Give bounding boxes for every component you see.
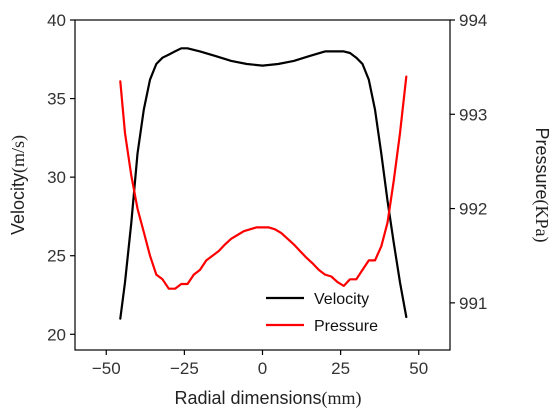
right-tick-label-1: 992	[459, 200, 487, 219]
series-line-pressure	[119, 75, 408, 290]
axis-ticks: −50 −25 0 25 50 20 25 30 35 40 991 992 993 994	[47, 11, 487, 378]
x-tick-label-1: −25	[170, 359, 199, 378]
right-axis-unit: (KPa)	[531, 200, 550, 243]
x-tick-label-4: 50	[409, 359, 428, 378]
x-axis-unit: (mm)	[322, 388, 362, 409]
right-axis-label: Pressure	[532, 127, 550, 199]
x-axis-title: Radial dimensions(mm)	[174, 388, 361, 409]
x-tick-label-2: 0	[258, 359, 267, 378]
legend: Velocity Pressure	[266, 291, 378, 335]
x-axis-label: Radial dimensions	[174, 388, 321, 408]
left-tick-label-4: 40	[47, 11, 66, 30]
right-tick-label-2: 993	[459, 105, 487, 124]
left-tick-label-0: 20	[47, 325, 66, 344]
left-axis-unit: (m/s)	[8, 135, 29, 173]
plot-series	[119, 47, 408, 320]
x-tick-label-0: −50	[92, 359, 121, 378]
left-axis-title: Velocity(m/s)	[8, 135, 29, 235]
series-line-velocity	[119, 47, 408, 320]
left-axis-label: Velocity	[8, 173, 28, 235]
right-axis-title: Pressure(KPa)	[531, 127, 550, 242]
right-tick-label-3: 994	[459, 11, 487, 30]
left-tick-label-1: 25	[47, 247, 66, 266]
legend-label-pressure: Pressure	[314, 318, 378, 335]
left-tick-label-2: 30	[47, 168, 66, 187]
right-tick-label-0: 991	[459, 294, 487, 313]
x-tick-label-3: 25	[331, 359, 350, 378]
legend-label-velocity: Velocity	[314, 291, 369, 308]
left-tick-label-3: 35	[47, 90, 66, 109]
